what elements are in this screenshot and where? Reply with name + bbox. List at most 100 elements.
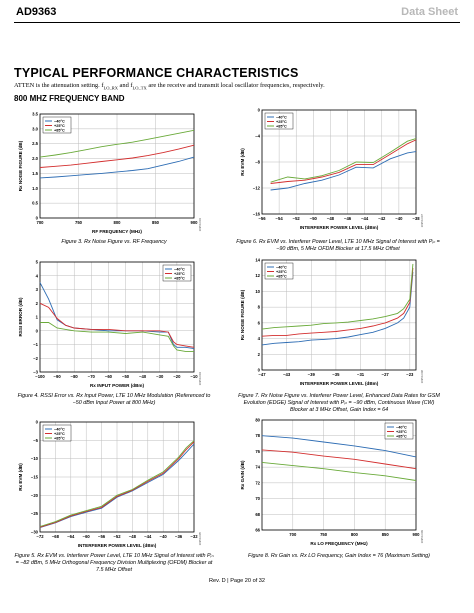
y-tick-label: 1.0 (32, 186, 38, 191)
x-tick-label: −56 (258, 216, 266, 221)
y-tick-label: −4 (255, 134, 260, 139)
intro-part-2: and f (117, 82, 133, 89)
y-tick-label: 2.0 (32, 156, 38, 161)
legend-label: −40°C (396, 425, 407, 429)
x-tick-label: −46 (344, 216, 352, 221)
chart-panel-fig3: 700 750 800 850 900 0 0.5 1.0 1.5 2.0 2.5 3.0 3.5 RF … (14, 110, 204, 236)
x-tick-label: −43 (283, 372, 291, 377)
x-tick-label: −100 (35, 374, 45, 379)
chart-panel-fig6: −56 −54 −52 −50 −48 −46 −44 −42 −40 −38 −16 −12 −8 −4… (236, 106, 426, 232)
legend-label: +85°C (54, 128, 65, 132)
x-tick-label: −50 (122, 374, 130, 379)
intro-text: ATTEN is the attenuation setting. fLO_RX… (14, 82, 325, 90)
y-tick-label: 10 (255, 289, 260, 294)
figure-code: 10950-007 (420, 214, 424, 228)
x-tick-label: −35 (332, 372, 340, 377)
series-line-0 (261, 435, 417, 458)
y-tick-label: 6 (258, 320, 261, 325)
x-tick-label: −56 (98, 534, 106, 539)
chart-panel-fig7: −47 −43 −39 −35 −31 −27 −23 0 2 4 6 8 10 12 14 INTERFER… (236, 256, 426, 388)
legend-label: −40°C (276, 265, 287, 269)
legend-label: +25°C (54, 432, 65, 436)
x-tick-label: −68 (52, 534, 60, 539)
legend-label: +25°C (174, 272, 185, 276)
y-tick-label: 0 (36, 420, 39, 425)
y-tick-label: 2 (258, 352, 261, 357)
x-tick-label: 850 (152, 220, 160, 225)
y-tick-label: 66 (255, 528, 260, 533)
y-tick-label: 70 (255, 496, 260, 501)
x-tick-label: −40 (139, 374, 147, 379)
x-tick-label: −31 (357, 372, 365, 377)
legend-label: +25°C (396, 430, 407, 434)
y-tick-label: 3.0 (32, 126, 38, 131)
legend-label: −40°C (54, 119, 65, 123)
chart-fig4: −100 −90 −80 −70 −60 −50 −40 −30 −20 −10−3−2−1012… (18, 260, 202, 389)
y-tick-label: 1.5 (32, 171, 38, 176)
x-tick-label: −10 (190, 374, 198, 379)
series-line-0 (39, 282, 195, 350)
chart-panel-fig8: 700 750 800 850 900 66 68 70 72 74 76 78 80 Rx LO FRE… (236, 416, 426, 548)
y-axis-label: Rx EVM (dB) (18, 463, 23, 491)
x-tick-label: −60 (105, 374, 113, 379)
chart-fig5: −72 −68 −64 −60 −56 −52 −48 −44 −40 −36 −32 −30 −25 −… (18, 420, 202, 549)
plot-frame (39, 261, 195, 373)
x-tick-label: −23 (406, 372, 414, 377)
x-tick-label: −47 (258, 372, 266, 377)
chart-panel-fig5: −72 −68 −64 −60 −56 −52 −48 −44 −40 −36 −32 −30 −25 −… (14, 418, 204, 550)
figure-code: 10950-009 (420, 530, 424, 544)
x-tick-label: 900 (413, 532, 421, 537)
figure-code: 10950-003 (198, 218, 202, 232)
x-tick-label: 750 (75, 220, 83, 225)
part-number: AD9363 (16, 6, 57, 18)
y-tick-label: −8 (255, 160, 260, 165)
x-tick-label: −64 (67, 534, 75, 539)
y-tick-label: −16 (253, 212, 261, 217)
y-tick-label: 68 (255, 512, 260, 517)
x-tick-label: 700 (37, 220, 45, 225)
y-tick-label: 0.5 (32, 201, 38, 206)
y-tick-label: 3.5 (32, 112, 38, 117)
y-tick-label: 14 (255, 258, 260, 263)
y-tick-label: 2.5 (32, 141, 38, 146)
x-tick-label: −90 (54, 374, 62, 379)
x-tick-label: −60 (83, 534, 91, 539)
plot-frame (39, 421, 195, 533)
x-tick-label: 800 (114, 220, 122, 225)
series-line-1 (39, 302, 195, 348)
x-tick-label: −40 (160, 534, 168, 539)
plot-frame (39, 113, 195, 219)
page-footer: Rev. D | Page 20 of 32 (208, 578, 266, 584)
x-axis-label: Rx LO FREQUENCY (MHz) (310, 541, 368, 546)
y-tick-label: 0 (258, 368, 261, 373)
caption-fig8: Figure 8. Rx Gain vs. Rx LO Frequency, G… (248, 553, 430, 559)
series-line-1 (270, 139, 417, 184)
y-tick-label: 78 (255, 433, 260, 438)
section-title: TYPICAL PERFORMANCE CHARACTERISTICS (14, 66, 299, 80)
y-axis-label: Rx NOISE FIGURE (dB) (18, 140, 23, 191)
series-line-2 (261, 263, 414, 330)
page-header: AD9363 Data Sheet (14, 0, 460, 23)
series-line-0 (270, 151, 417, 191)
y-tick-label: 0 (36, 328, 39, 333)
x-tick-label: −20 (173, 374, 181, 379)
y-tick-label: −1 (33, 342, 38, 347)
x-tick-label: −52 (113, 534, 121, 539)
x-tick-label: −36 (175, 534, 183, 539)
legend-label: +25°C (276, 270, 287, 274)
x-axis-label: INTERFERER POWER LEVEL (dBm) (300, 225, 379, 230)
y-axis-label: Rx GAIN (dB) (240, 460, 245, 490)
x-tick-label: −27 (382, 372, 390, 377)
x-tick-label: −40 (395, 216, 403, 221)
chart-fig8: 700 750 800 850 900 66 68 70 72 74 76 78 80 Rx LO FRE… (240, 418, 424, 547)
caption-fig7: Figure 7. Rx Noise Figure vs. Interferer… (238, 393, 440, 413)
plot-frame (261, 419, 417, 531)
y-tick-label: 4 (36, 273, 39, 278)
intro-sub-2: LO_TX (132, 85, 147, 91)
chart-fig7: −47 −43 −39 −35 −31 −27 −23 0 2 4 6 8 10 12 14 INTERFER… (240, 258, 424, 387)
x-tick-label: −32 (190, 534, 198, 539)
y-axis-label: Rx EVM (dB) (240, 148, 245, 176)
y-tick-label: 8 (258, 305, 261, 310)
x-tick-label: −80 (71, 374, 79, 379)
series-line-2 (270, 138, 417, 183)
